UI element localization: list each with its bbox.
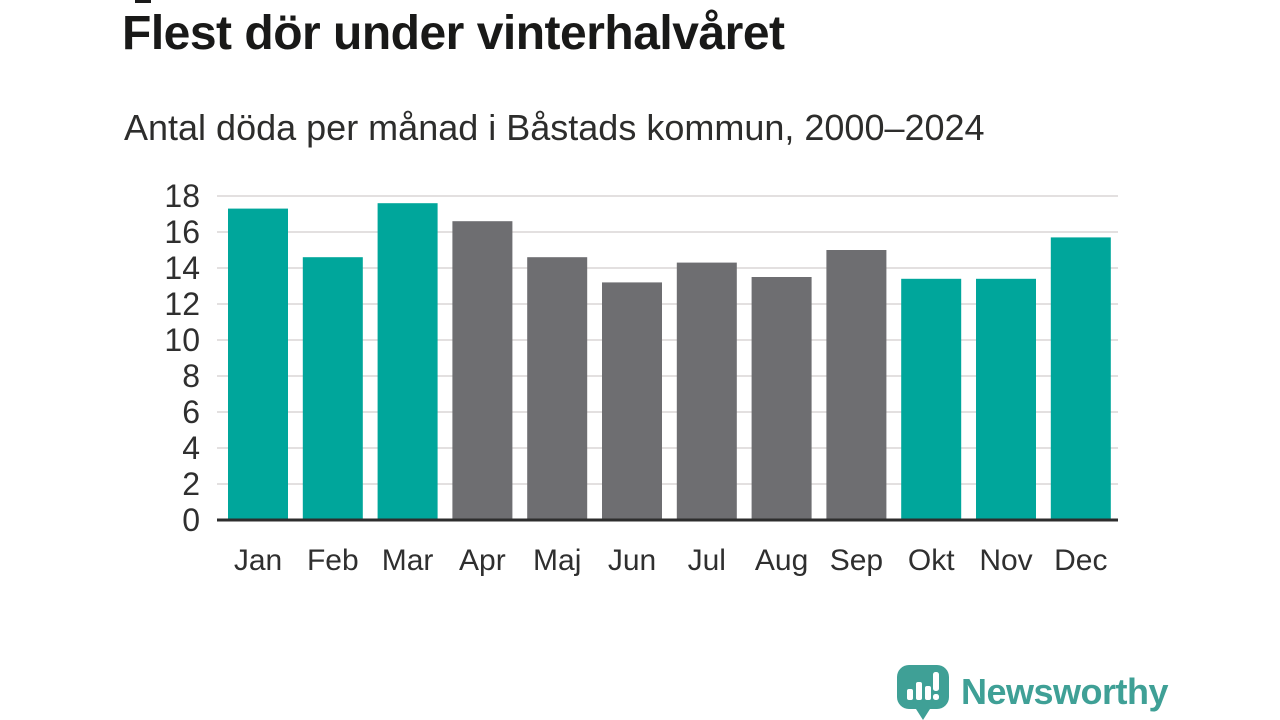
y-tick-label-18: 18	[164, 178, 200, 214]
bar-feb	[302, 257, 363, 520]
y-tick-label-14: 14	[164, 250, 200, 286]
x-tick-label-jan: Jan	[234, 544, 282, 577]
x-tick-label-nov: Nov	[979, 544, 1032, 577]
bar-dec	[1050, 237, 1111, 520]
y-tick-label-16: 16	[164, 214, 200, 250]
x-tick-label-dec: Dec	[1054, 544, 1107, 577]
x-tick-label-aug: Aug	[755, 544, 808, 577]
x-tick-label-maj: Maj	[533, 544, 581, 577]
bar-aug	[751, 277, 812, 520]
bar-okt	[901, 278, 962, 520]
y-tick-label-2: 2	[182, 466, 200, 502]
x-tick-label-jun: Jun	[608, 544, 656, 577]
bar-apr	[452, 221, 513, 520]
bar-jul	[676, 262, 737, 520]
x-tick-label-sep: Sep	[830, 544, 883, 577]
bar-maj	[527, 257, 588, 520]
x-tick-label-okt: Okt	[908, 544, 955, 577]
page-title: Flest dör under vinterhalvåret	[122, 7, 785, 60]
page-subtitle: Antal döda per månad i Båstads kommun, 2…	[124, 107, 985, 148]
bar-mar	[377, 203, 438, 520]
x-tick-label-mar: Mar	[382, 544, 434, 577]
bar-jan	[228, 208, 288, 520]
y-tick-label-8: 8	[182, 358, 200, 394]
footer-branding: Newsworthy	[896, 664, 1169, 720]
top-edge-artifact	[135, 0, 151, 3]
newsworthy-logo-icon	[897, 665, 949, 720]
y-tick-label-6: 6	[182, 394, 200, 430]
bar-jun	[602, 282, 662, 520]
y-tick-label-4: 4	[182, 430, 200, 466]
bar-sep	[826, 250, 887, 520]
y-tick-label-10: 10	[164, 322, 200, 358]
brand-name: Newsworthy	[961, 671, 1169, 712]
bar-nov	[976, 278, 1036, 520]
x-tick-label-apr: Apr	[459, 544, 506, 577]
x-tick-label-jul: Jul	[688, 544, 726, 577]
x-tick-label-feb: Feb	[307, 544, 359, 577]
y-tick-label-0: 0	[182, 502, 200, 538]
y-tick-label-12: 12	[164, 286, 200, 322]
